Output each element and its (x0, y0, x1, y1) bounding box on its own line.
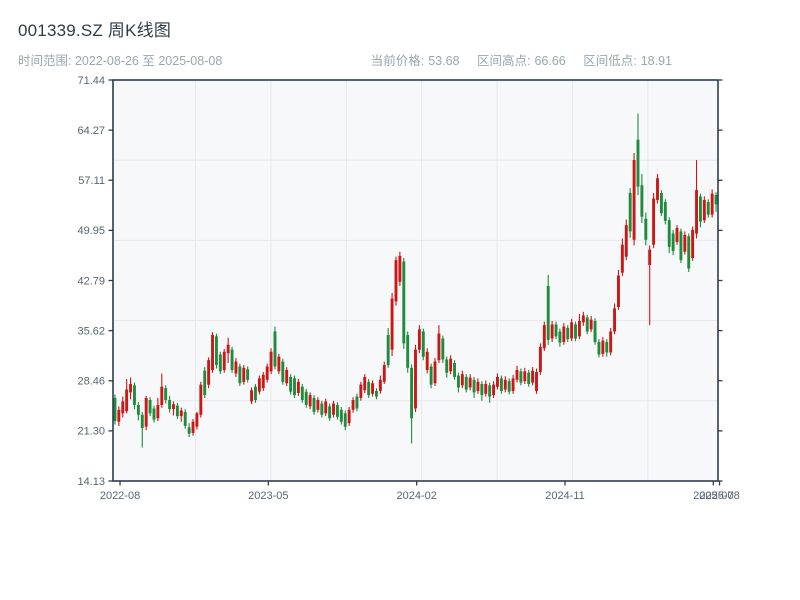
svg-text:2023-05: 2023-05 (248, 490, 288, 502)
svg-text:2022-08: 2022-08 (100, 490, 140, 502)
stat-period-high-label: 区间高点: (476, 54, 531, 68)
svg-text:42.79: 42.79 (77, 275, 105, 287)
svg-text:49.95: 49.95 (77, 225, 105, 237)
svg-text:2025-07: 2025-07 (693, 490, 733, 502)
stat-current-price-label: 当前价格: (370, 54, 425, 68)
stat-period-high-value: 66.66 (534, 54, 566, 68)
svg-text:71.44: 71.44 (77, 75, 105, 87)
svg-text:64.27: 64.27 (77, 125, 105, 137)
svg-text:57.11: 57.11 (78, 175, 105, 187)
stat-period-high: 区间高点: 66.66 (477, 54, 566, 68)
svg-text:35.62: 35.62 (77, 325, 105, 337)
stat-current-price-value: 53.68 (428, 54, 460, 68)
svg-text:2024-02: 2024-02 (396, 490, 436, 502)
stat-period-low: 区间低点: 18.91 (583, 54, 672, 68)
svg-text:21.30: 21.30 (77, 426, 105, 438)
svg-text:14.13: 14.13 (77, 476, 105, 488)
date-range-subtitle: 时间范围: 2022-08-26 至 2025-08-08 (18, 54, 223, 68)
svg-text:2024-11: 2024-11 (545, 490, 585, 502)
stat-period-low-value: 18.91 (640, 54, 672, 68)
stats-bar: 当前价格: 53.68 区间高点: 66.66 区间低点: 18.91 (371, 50, 672, 69)
stat-current-price: 当前价格: 53.68 (371, 54, 460, 68)
page-title: 001339.SZ 周K线图 (18, 21, 172, 40)
svg-text:28.46: 28.46 (77, 376, 105, 388)
svg-text:2025-08: 2025-08 (699, 490, 739, 502)
stat-period-low-label: 区间低点: (583, 54, 637, 68)
header-row: 时间范围: 2022-08-26 至 2025-08-08 当前价格: 53.68… (18, 50, 782, 69)
